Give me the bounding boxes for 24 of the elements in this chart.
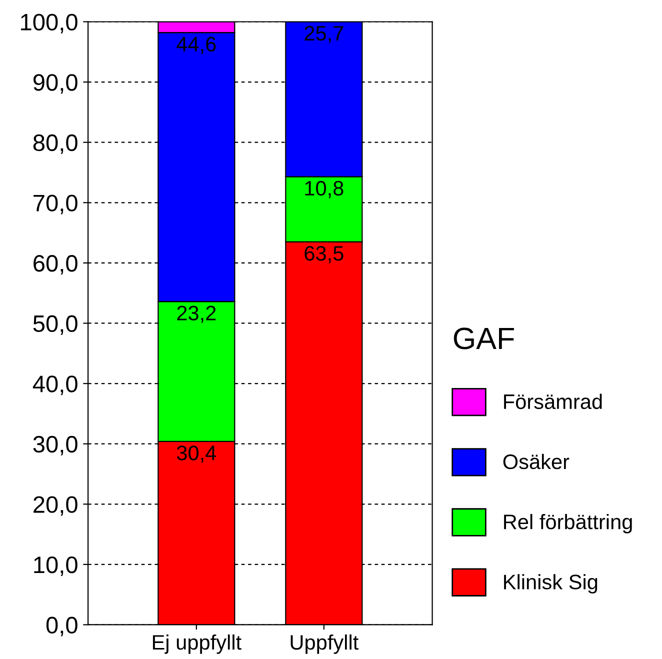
legend-label: Rel förbättring [504, 514, 632, 534]
y-tick-label: 40,0 [32, 376, 78, 396]
y-tick-label: 20,0 [34, 496, 78, 516]
legend-label: Osäker [503, 454, 570, 470]
data-label: 10,8 [305, 180, 344, 198]
y-tick-label: 90,0 [33, 74, 78, 94]
y-tick-label: 30,0 [33, 436, 78, 456]
y-tick-label: 100,0 [21, 14, 78, 34]
data-label: 63,5 [304, 246, 344, 264]
legend-label: Försämrad [504, 394, 602, 410]
x-tick-label: Ej uppfyllt [152, 634, 242, 654]
y-tick-label: 60,0 [34, 255, 78, 275]
data-label: 23,2 [177, 306, 216, 323]
y-tick-label: 70,0 [34, 194, 78, 214]
data-label: 44,6 [176, 36, 216, 54]
legend-label: Klinisk Sig [504, 574, 598, 594]
x-tick-label: Uppfyllt [290, 634, 358, 654]
y-tick-label: 0,0 [46, 616, 78, 636]
legend-title: GAF [454, 328, 514, 350]
y-tick-label: 80,0 [33, 134, 78, 154]
data-label: 30,4 [176, 446, 216, 463]
data-label: 25,7 [304, 26, 344, 44]
y-tick-label: 10,0 [34, 556, 78, 576]
y-tick-label: 50,0 [33, 315, 78, 335]
